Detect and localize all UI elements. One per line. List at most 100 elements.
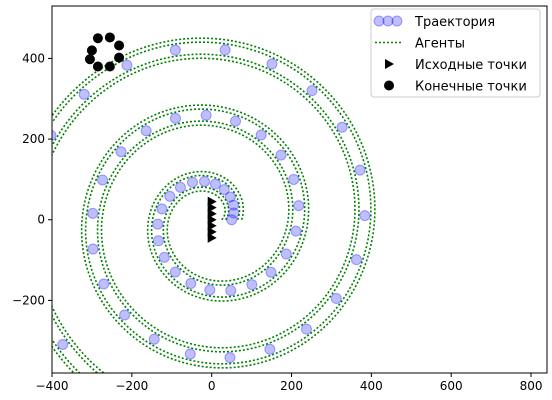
- axes: −400 −200 0 200 400 600 800 −200 0 200 400: [12, 51, 542, 393]
- trajectory-point: [290, 225, 302, 237]
- x-tick-label: 0: [208, 379, 216, 393]
- trajectory-point: [199, 175, 211, 187]
- legend-marker: [382, 15, 394, 27]
- trajectory-point: [115, 146, 127, 158]
- trajectory-point: [228, 207, 240, 219]
- trajectory-point: [280, 248, 292, 260]
- legend-marker: [384, 80, 394, 91]
- x-tick-label: −200: [115, 379, 148, 393]
- legend-box: [370, 8, 541, 98]
- trajectory-point: [78, 88, 90, 100]
- trajectory-point: [119, 309, 131, 321]
- trajectory-point: [97, 174, 109, 186]
- trajectory-point: [264, 343, 276, 355]
- trajectory-point: [169, 44, 181, 56]
- trajectory-point: [275, 149, 287, 161]
- legend-entry: Траектория: [373, 15, 495, 30]
- agent-line-1: [52, 57, 356, 373]
- trajectory-point: [204, 284, 216, 296]
- trajectory-point: [306, 85, 318, 97]
- trajectory-point: [224, 352, 236, 364]
- y-tick-label: 400: [22, 51, 45, 65]
- trajectory-point: [330, 293, 342, 305]
- trajectory-point: [87, 243, 99, 255]
- x-tick-label: 400: [360, 379, 383, 393]
- legend-entry: Агенты: [375, 37, 465, 52]
- trajectory-point: [359, 210, 371, 222]
- trajectory-point: [156, 203, 168, 215]
- trajectory-point: [224, 191, 236, 203]
- plot-frame: [51, 5, 548, 374]
- end-point: [114, 40, 125, 51]
- trajectory-point: [98, 278, 110, 290]
- trajectory-point: [26, 180, 36, 190]
- legend: Траектория Агенты Исходные точки Конечные т…: [370, 8, 541, 98]
- trajectory-point: [200, 109, 212, 121]
- trajectory-point: [225, 285, 237, 297]
- trajectory-point: [186, 176, 198, 188]
- trajectory-point: [246, 279, 258, 291]
- agent-line-4: [52, 37, 376, 373]
- trajectory-point: [266, 58, 278, 70]
- trajectory-point: [293, 200, 305, 212]
- end-point: [86, 45, 97, 56]
- trajectory-point: [169, 266, 181, 278]
- trajectory-point: [218, 184, 230, 196]
- end-point: [84, 54, 95, 65]
- trajectory-point: [52, 129, 57, 141]
- y-tick-label: 200: [22, 132, 45, 146]
- legend-entry: Конечные точки: [384, 80, 527, 95]
- trajectory-point: [98, 380, 108, 390]
- legend-label: Агенты: [415, 37, 465, 52]
- plot-area: [20, 32, 376, 390]
- trajectory-point: [185, 277, 197, 289]
- x-tick-label: 800: [520, 379, 543, 393]
- trajectory-point: [87, 207, 99, 219]
- legend-label: Конечные точки: [415, 80, 527, 95]
- end-point: [92, 61, 103, 72]
- x-tick-label: −400: [36, 379, 69, 393]
- trajectory-point: [350, 254, 362, 266]
- trajectory-point: [184, 348, 196, 360]
- trajectory-point: [300, 323, 312, 335]
- trajectory-point: [140, 125, 152, 137]
- trajectory-point: [354, 164, 366, 176]
- trajectory-point: [265, 266, 277, 278]
- trajectory-point: [164, 190, 176, 202]
- trajectory-point: [169, 112, 181, 124]
- trajectory-point: [57, 338, 69, 350]
- end-point: [104, 61, 115, 72]
- trajectory-point: [219, 44, 231, 56]
- start-point: [207, 232, 217, 243]
- trajectory-point: [209, 178, 221, 190]
- trajectory-point: [20, 235, 30, 245]
- legend-label: Траектория: [414, 15, 495, 30]
- trajectory-point: [255, 129, 267, 141]
- trajectory-point: [230, 115, 242, 127]
- end-point: [104, 32, 115, 43]
- end-point: [114, 52, 125, 63]
- trajectory-point: [148, 333, 160, 345]
- trajectory-point: [158, 251, 170, 263]
- agent-line-2: [52, 53, 360, 373]
- end-point: [92, 33, 103, 44]
- trajectory-point: [174, 181, 186, 193]
- legend-marker: [385, 59, 394, 69]
- trajectory-point: [336, 121, 348, 133]
- trajectory-point: [288, 173, 300, 185]
- legend-entry: Исходные точки: [385, 58, 527, 73]
- x-tick-label: 200: [280, 379, 303, 393]
- trajectory-point: [121, 59, 133, 71]
- y-tick-label: −200: [12, 293, 45, 307]
- trajectory-point: [226, 214, 238, 226]
- legend-marker: [373, 15, 385, 27]
- trajectory-point: [227, 199, 239, 211]
- trajectory-point: [152, 235, 164, 247]
- legend-marker: [391, 15, 403, 27]
- trajectory-point: [152, 218, 164, 230]
- x-tick-label: 600: [440, 379, 463, 393]
- agent-line-3: [52, 41, 372, 373]
- y-tick-label: 0: [37, 213, 45, 227]
